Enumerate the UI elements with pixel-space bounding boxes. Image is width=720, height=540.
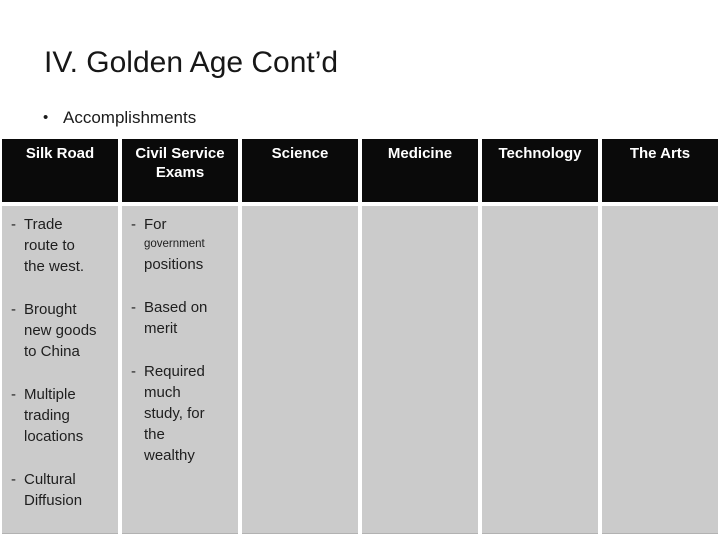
accomplishments-table: Silk Road - Trade route to the west. - B… xyxy=(2,139,718,534)
list-item-line: For xyxy=(144,216,167,233)
column-the-arts: The Arts xyxy=(602,139,718,534)
list-item-text: Required much study, for the wealthy xyxy=(144,363,205,464)
dash-bullet: - xyxy=(11,216,16,233)
cell-medicine-empty xyxy=(362,206,478,534)
list-item-text: Based on merit xyxy=(144,299,208,337)
list-item: - Multiple trading locations xyxy=(2,384,118,447)
dash-bullet: - xyxy=(11,471,16,488)
list-item-text: Trade route to the west. xyxy=(24,216,85,275)
dash-bullet: - xyxy=(131,216,136,233)
cell-civil-service: - For government positions - Based on me… xyxy=(122,206,238,534)
list-item-line-small: government xyxy=(144,238,205,250)
list-item-text: For government positions xyxy=(144,214,218,275)
cell-science-empty xyxy=(242,206,358,534)
subtitle-text: Accomplishments xyxy=(63,108,197,127)
dash-bullet: - xyxy=(131,363,136,380)
subtitle-row: • Accomplishments xyxy=(43,107,196,129)
list-item-text: Cultural Diffusion xyxy=(24,471,83,509)
cell-the-arts-empty xyxy=(602,206,718,534)
dash-bullet: - xyxy=(11,301,16,318)
column-header-silk-road: Silk Road xyxy=(2,139,118,202)
bullet-dot-icon: • xyxy=(43,109,49,126)
column-header-civil-service: Civil Service Exams xyxy=(122,139,238,202)
column-header-science: Science xyxy=(242,139,358,202)
column-silk-road: Silk Road - Trade route to the west. - B… xyxy=(2,139,118,534)
list-item-text: Multiple trading locations xyxy=(24,386,84,445)
column-medicine: Medicine xyxy=(362,139,478,534)
column-technology: Technology xyxy=(482,139,598,534)
list-item: - Brought new goods to China xyxy=(2,299,118,362)
list-item: - Trade route to the west. xyxy=(2,214,118,277)
list-item-line: positions xyxy=(144,256,204,273)
list-item: - Cultural Diffusion xyxy=(2,469,118,511)
column-science: Science xyxy=(242,139,358,534)
column-civil-service: Civil Service Exams - For government pos… xyxy=(122,139,238,534)
list-item: - Required much study, for the wealthy xyxy=(122,361,238,466)
column-header-technology: Technology xyxy=(482,139,598,202)
cell-technology-empty xyxy=(482,206,598,534)
list-item-text: Brought new goods to China xyxy=(24,301,97,360)
list-item: - For government positions xyxy=(122,214,238,275)
page-title: IV. Golden Age Cont’d xyxy=(44,46,339,79)
column-header-medicine: Medicine xyxy=(362,139,478,202)
list-item: - Based on merit xyxy=(122,297,238,339)
cell-silk-road: - Trade route to the west. - Brought new… xyxy=(2,206,118,534)
column-header-the-arts: The Arts xyxy=(602,139,718,202)
dash-bullet: - xyxy=(131,299,136,316)
dash-bullet: - xyxy=(11,386,16,403)
